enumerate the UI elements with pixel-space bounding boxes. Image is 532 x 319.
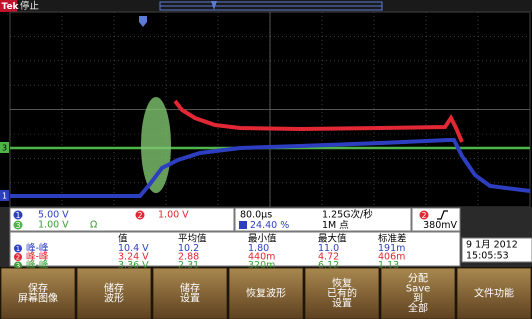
ch2-badge-label: 2 xyxy=(137,211,142,220)
bottom-menu: 保存屏幕图像储存波形储存设置恢复波形恢复已有的设置分配Save到全部文件功能 xyxy=(1,268,531,319)
acquisition-state: 停止 xyxy=(20,0,40,12)
brand: Tek xyxy=(2,2,20,12)
record-length: 1M 点 xyxy=(322,220,349,231)
ch2-scale: 1.00 V xyxy=(158,210,189,221)
ch3-unit: Ω xyxy=(90,220,97,231)
ch1-marker-label: 1 xyxy=(2,192,7,201)
menu-button-label: 屏幕图像 xyxy=(18,292,58,305)
ch3-scale: 1.00 V xyxy=(38,220,69,231)
channel-badge-label: 1 xyxy=(16,245,20,253)
oscilloscope-screen: Tek 停止 3 1 1 5.00 V 2 1.00 V 3 1.00 V Ω … xyxy=(0,0,532,319)
ch3-marker-label: 3 xyxy=(2,144,7,153)
date: 9 1月 2012 xyxy=(466,240,518,251)
sample-rate: 1.25G次/秒 xyxy=(322,209,373,221)
trigger-position: 24.40 % xyxy=(250,220,289,231)
menu-button-label: 波形 xyxy=(104,292,124,305)
menu-button-label: 文件功能 xyxy=(474,287,514,300)
ch1-badge-label: 1 xyxy=(15,211,20,220)
trigger-level: 380mV xyxy=(423,220,457,231)
menu-button-label: 设置 xyxy=(332,298,352,310)
time-scale: 80.0µs xyxy=(240,210,272,221)
time: 15:05:53 xyxy=(466,251,509,262)
trigger-source: 2 xyxy=(421,211,426,220)
channel-badge-label: 2 xyxy=(16,254,20,262)
trigger-icon xyxy=(239,221,247,229)
ch3-badge-label: 3 xyxy=(15,221,20,230)
menu-button-label: 全部 xyxy=(408,302,428,315)
menu-button-label: 恢复波形 xyxy=(246,287,286,300)
menu-button-label: 设置 xyxy=(180,293,200,305)
